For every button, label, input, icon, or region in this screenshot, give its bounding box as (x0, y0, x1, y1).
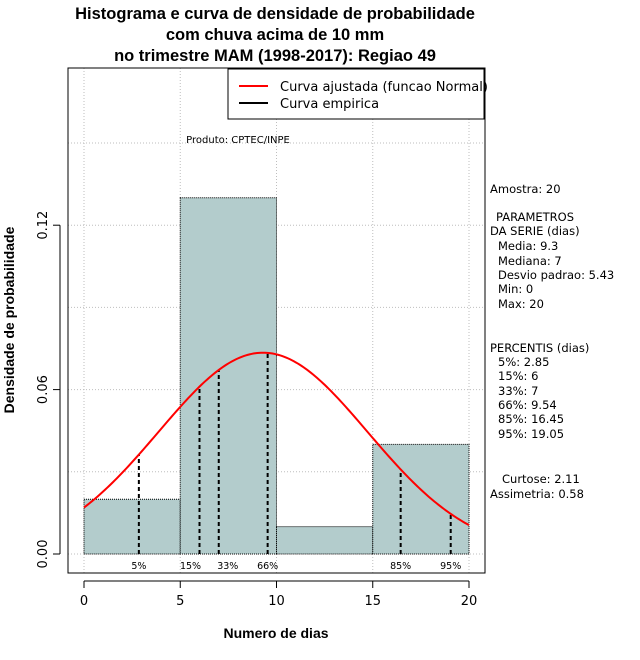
histogram-bar-2 (276, 526, 374, 555)
stat-p85: 85%: 16.45 (498, 412, 565, 426)
plot-frame (67, 67, 486, 574)
y-tick-label-1: 0.06 (36, 375, 51, 404)
y-tick-label-0: 0.00 (36, 540, 51, 569)
percentile-label-0: 5% (131, 561, 146, 572)
stat-skewness: Assimetria: 0.58 (490, 487, 584, 501)
title-line-2: com chuva acima de 10 mm (165, 26, 385, 44)
percentile-label-3: 66% (257, 561, 278, 572)
stat-mean: Media: 9.3 (498, 239, 559, 253)
stat-sample: Amostra: 20 (490, 182, 561, 196)
percentile-layer: 5% 15% 33% 66% 85% 95% (131, 352, 461, 572)
stat-params-title-1: PARAMETROS (496, 210, 575, 224)
title-line-1: Histograma e curva de densidade de proba… (75, 5, 475, 23)
chart-title: Histograma e curva de densidade de proba… (0, 4, 550, 67)
x-tick-label-0: 0 (80, 594, 88, 609)
stat-median: Mediana: 7 (498, 254, 562, 268)
stat-min: Min: 0 (498, 282, 534, 296)
stat-p15: 15%: 6 (498, 369, 539, 383)
histogram-bar-0 (83, 498, 181, 555)
histogram-bar-1 (179, 197, 277, 555)
y-tick-label-2: 0.12 (36, 211, 51, 240)
y-axis-title: Densidade de probabilidade (1, 226, 17, 413)
stat-p95: 95%: 19.05 (498, 427, 565, 441)
stat-sd: Desvio padrao: 5.43 (498, 268, 615, 282)
legend: Curva ajustada (funcao Normal) Curva emp… (227, 68, 488, 120)
percentile-label-5: 95% (440, 561, 461, 572)
x-axis-title: Numero de dias (223, 625, 328, 641)
stat-p66: 66%: 9.54 (498, 398, 557, 412)
axes-layer: 0 5 10 15 20 0.00 0.06 0.12 (36, 211, 477, 609)
stat-kurtosis: Curtose: 2.11 (502, 472, 580, 486)
legend-box (227, 68, 485, 120)
x-tick-label-2: 10 (268, 594, 285, 609)
bars-layer (83, 197, 470, 555)
stat-params-title-2: DA SERIE (dias) (490, 224, 580, 238)
x-tick-label-3: 15 (364, 594, 381, 609)
legend-fitted-label: Curva ajustada (funcao Normal) (280, 80, 488, 95)
stat-p5: 5%: 2.85 (498, 355, 550, 369)
stat-percentiles-title: PERCENTIS (dias) (490, 341, 590, 355)
stat-max: Max: 20 (498, 297, 544, 311)
percentile-label-1: 15% (180, 561, 201, 572)
percentile-label-4: 85% (390, 561, 411, 572)
legend-empirical-label: Curva empirica (280, 97, 379, 112)
title-line-3: no trimestre MAM (1998-2017): Regiao 49 (114, 47, 436, 65)
product-label: Produto: CPTEC/INPE (186, 135, 290, 146)
x-tick-label-1: 5 (176, 594, 184, 609)
histogram-bar-3 (372, 443, 470, 555)
curve-layer (83, 351, 470, 526)
percentile-label-2: 33% (217, 561, 238, 572)
normal-fit-curve (83, 351, 470, 526)
x-tick-label-4: 20 (461, 594, 478, 609)
stat-p33: 33%: 7 (498, 384, 539, 398)
